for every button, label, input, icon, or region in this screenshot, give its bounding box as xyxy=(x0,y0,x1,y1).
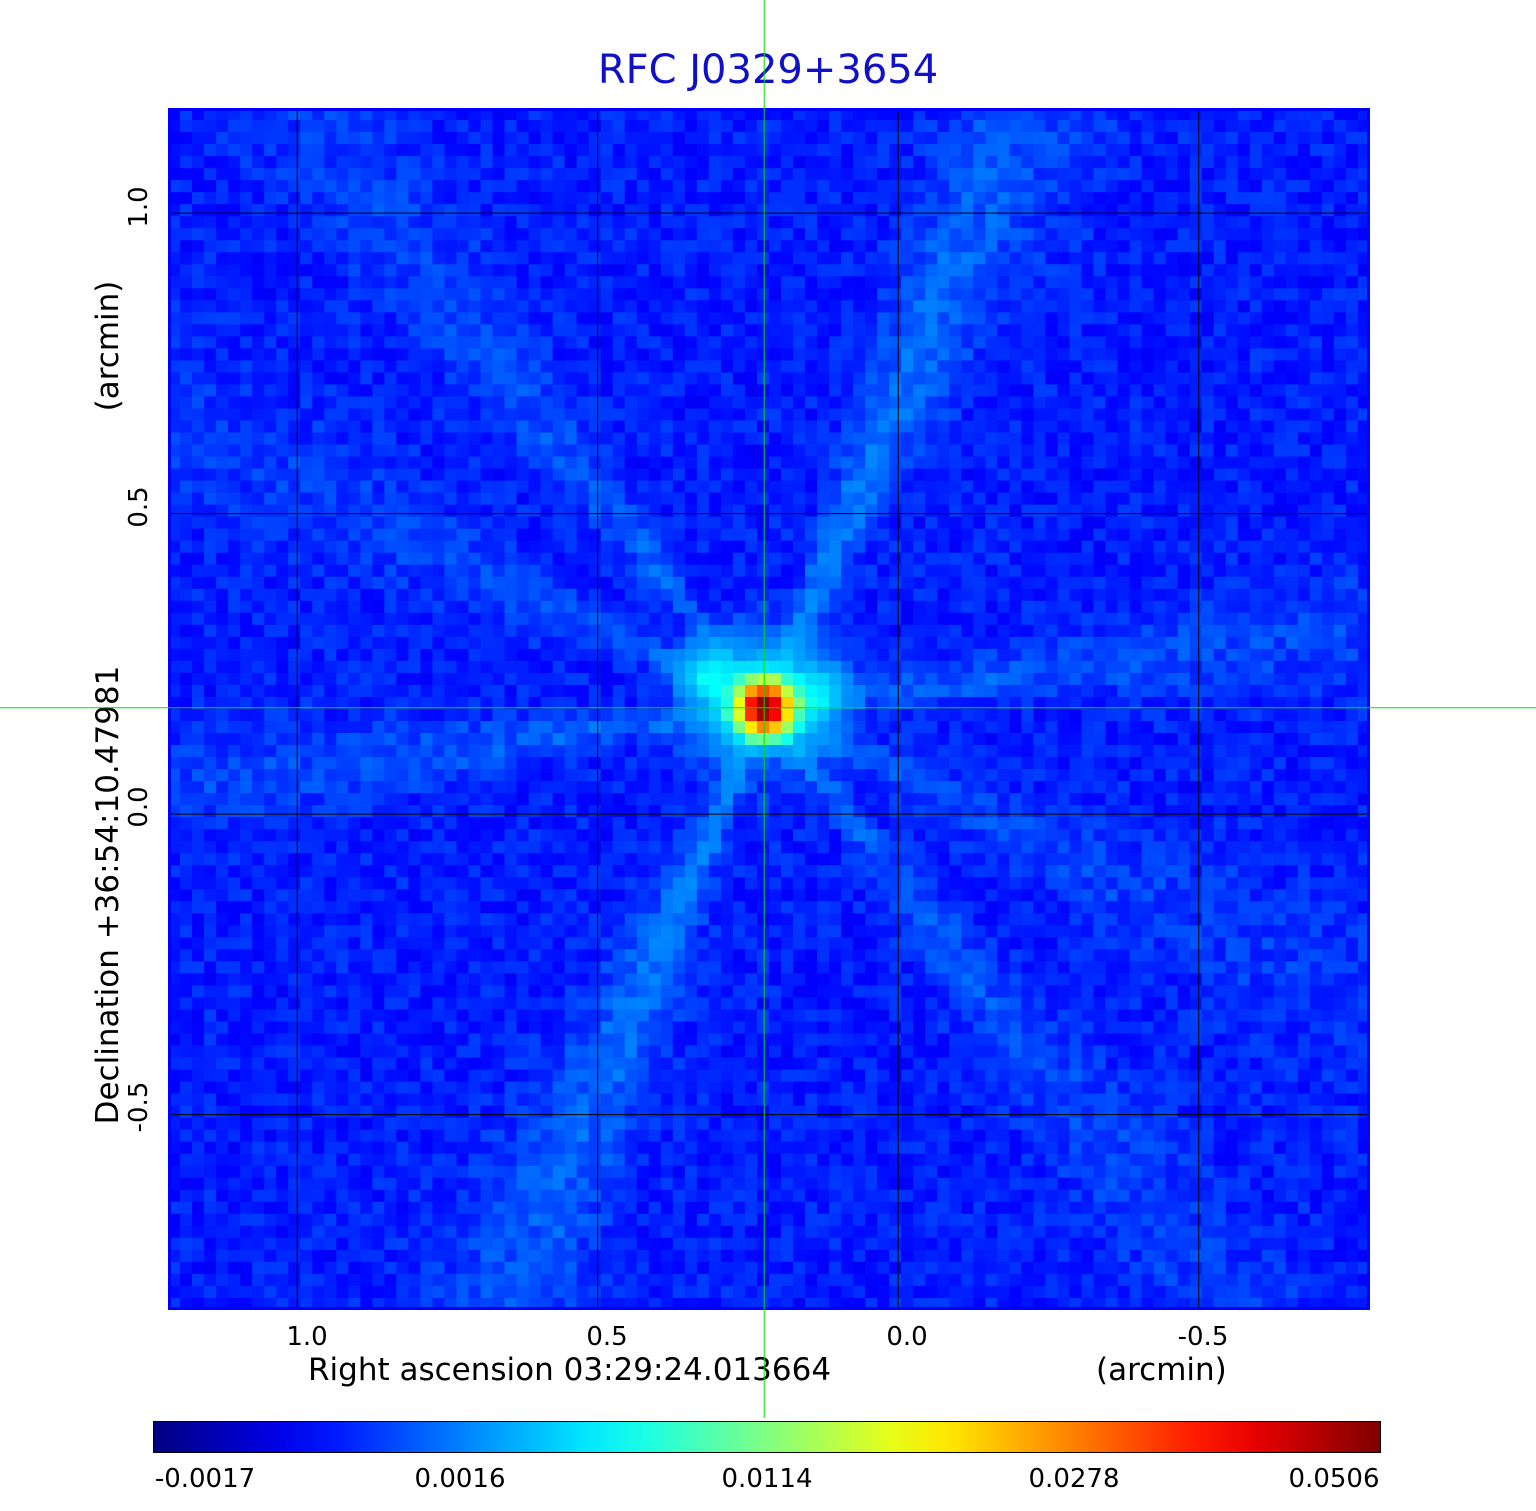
y-tick-label: -0.5 xyxy=(124,1081,154,1133)
y-tick-label: 0.0 xyxy=(124,786,154,828)
y-axis-label: Declination +36:54:10.47981 xyxy=(90,665,126,1125)
x-tick-label: 0.0 xyxy=(886,1322,928,1352)
chart-title: RFC J0329+3654 xyxy=(597,47,939,93)
x-tick-label: -0.5 xyxy=(1177,1322,1229,1352)
x-axis-label: Right ascension 03:29:24.013664 xyxy=(308,1352,832,1388)
colorbar-tick-label: 0.0278 xyxy=(1028,1464,1120,1494)
colorbar-tick-label: -0.0017 xyxy=(154,1464,256,1494)
y-tick-label: 0.5 xyxy=(124,486,154,528)
colorbar-tick-label: 0.0506 xyxy=(1288,1464,1380,1494)
image-frame xyxy=(168,108,1370,1310)
radio-image xyxy=(168,108,1370,1310)
colorbar-tick-label: 0.0114 xyxy=(721,1464,813,1494)
y-tick-label: 1.0 xyxy=(124,186,154,228)
y-axis-unit: (arcmin) xyxy=(90,280,126,412)
x-axis-unit: (arcmin) xyxy=(1096,1352,1227,1388)
x-tick-label: 0.5 xyxy=(586,1322,628,1352)
colorbar xyxy=(153,1421,1381,1453)
colorbar-tick-label: 0.0016 xyxy=(414,1464,506,1494)
x-tick-label: 1.0 xyxy=(286,1322,328,1352)
image-panel[interactable] xyxy=(168,108,1370,1310)
